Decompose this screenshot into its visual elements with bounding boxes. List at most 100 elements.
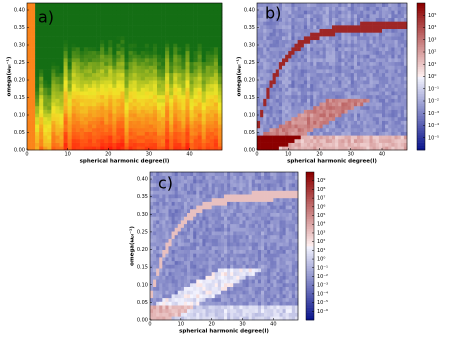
heat-cell [55, 18, 59, 22]
heat-cell [72, 65, 76, 69]
heat-cell [116, 69, 120, 73]
heat-cell [206, 43, 210, 47]
colorbar-cell [417, 42, 425, 45]
heat-cell [125, 110, 129, 114]
heat-cell [178, 172, 181, 176]
heat-cell [116, 106, 120, 110]
heat-cell [341, 18, 344, 22]
heat-cell [310, 91, 313, 95]
heat-cell [376, 117, 379, 121]
heat-cell [376, 58, 379, 62]
heat-cell [209, 194, 212, 198]
heat-cell [68, 102, 72, 106]
heat-cell [224, 313, 227, 317]
heat-cell [257, 18, 260, 22]
heat-cell [354, 139, 357, 143]
heat-cell [301, 51, 304, 55]
heat-cell [295, 135, 298, 139]
heat-cell [313, 121, 316, 125]
heat-cell [360, 106, 363, 110]
heat-cell [215, 231, 218, 235]
heat-cell [210, 25, 214, 29]
heat-cell [88, 113, 92, 117]
heat-cell [288, 3, 291, 7]
heat-cell [348, 29, 351, 33]
heat-cell [214, 62, 218, 66]
heat-cell [161, 117, 165, 121]
colorbar-cell [417, 54, 425, 57]
heat-cell [35, 99, 39, 103]
heat-cell [133, 3, 137, 7]
heat-cell [326, 36, 329, 40]
heat-cell [100, 25, 104, 29]
heat-cell [173, 113, 177, 117]
heat-cell [64, 25, 68, 29]
heat-cell [184, 302, 187, 306]
heat-cell [391, 106, 394, 110]
heat-cell [279, 58, 282, 62]
heat-cell [385, 113, 388, 117]
heat-cell [175, 209, 178, 213]
y-tick-label: 0.15 [14, 95, 25, 101]
heat-cell [199, 231, 202, 235]
heat-cell [279, 113, 282, 117]
heat-cell [210, 54, 214, 58]
heat-cell [398, 117, 401, 121]
heat-cell [181, 29, 185, 33]
heat-cell [175, 187, 178, 191]
heat-cell [332, 7, 335, 11]
heat-cell [185, 139, 189, 143]
heat-cell [360, 77, 363, 81]
heat-cell [257, 43, 260, 47]
heat-cell [187, 298, 190, 302]
heat-cell [199, 209, 202, 213]
heat-cell [263, 43, 266, 47]
heat-cell [112, 99, 116, 103]
heat-cell [27, 143, 31, 147]
heat-cell [150, 261, 153, 265]
heat-cell [129, 80, 133, 84]
heat-cell [194, 113, 198, 117]
heat-cell [224, 279, 227, 283]
heat-cell [373, 102, 376, 106]
heat-cell [156, 305, 159, 309]
heat-cell [398, 7, 401, 11]
heat-cell [55, 95, 59, 99]
heat-cell [202, 239, 205, 243]
heat-cell [104, 106, 108, 110]
heat-cell [341, 95, 344, 99]
heat-cell [169, 235, 172, 239]
heat-cell [395, 47, 398, 51]
heat-cell [104, 135, 108, 139]
heat-cell [162, 305, 165, 309]
heat-cell [165, 99, 169, 103]
heat-cell [373, 10, 376, 14]
heat-cell [178, 239, 181, 243]
heat-cell [196, 194, 199, 198]
heat-cell [398, 51, 401, 55]
heat-cell [298, 25, 301, 29]
heat-cell [112, 36, 116, 40]
heat-cell [177, 95, 181, 99]
heat-cell [295, 99, 298, 103]
heat-cell [273, 117, 276, 121]
heat-cell [153, 290, 156, 294]
heat-cell [379, 102, 382, 106]
heat-cell [320, 77, 323, 81]
heat-cell [190, 32, 194, 36]
heat-cell [376, 32, 379, 36]
heat-cell [172, 242, 175, 246]
heat-cell [348, 77, 351, 81]
heat-cell [153, 102, 157, 106]
heat-cell [215, 220, 218, 224]
heat-cell [88, 143, 92, 147]
heat-cell [316, 43, 319, 47]
heat-cell [100, 32, 104, 36]
heat-cell [307, 113, 310, 117]
colorbar-cell [417, 118, 425, 121]
heat-cell [366, 69, 369, 73]
heat-cell [348, 95, 351, 99]
heat-cell [125, 84, 129, 88]
heat-cell [260, 7, 263, 11]
heat-cell [326, 77, 329, 81]
